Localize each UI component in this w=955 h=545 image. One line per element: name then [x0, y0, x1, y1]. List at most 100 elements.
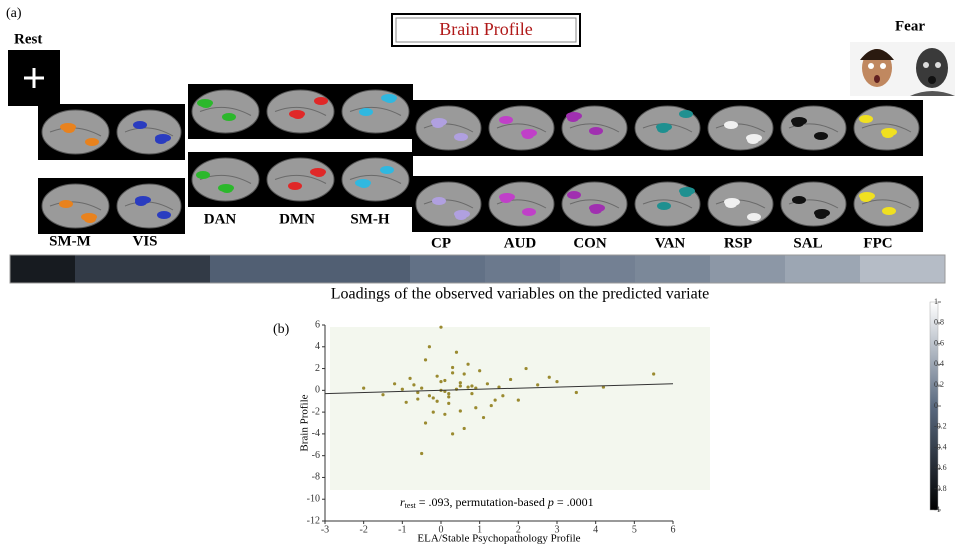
brain-region [589, 204, 605, 212]
point [466, 385, 469, 388]
annotation: rtest = .093, permutation-based p = .000… [400, 495, 594, 510]
brain-region [881, 128, 897, 136]
brain-region [567, 191, 581, 199]
point [463, 427, 466, 430]
fear-faces [850, 42, 955, 96]
colorbar-tick-label: -1 [934, 505, 941, 514]
point [362, 387, 365, 390]
point [524, 367, 527, 370]
colorbar-tick-label: 1 [934, 297, 938, 306]
point [432, 396, 435, 399]
point [381, 393, 384, 396]
colorbar-tick-label: -0.8 [934, 484, 947, 493]
loading-segment [635, 255, 710, 283]
network-label: CP [431, 235, 451, 251]
loading-segment [785, 255, 860, 283]
brain [267, 90, 334, 133]
colorbar-tick-label: 0.2 [934, 380, 944, 389]
point [555, 380, 558, 383]
x-tick-label: -2 [359, 524, 367, 535]
brain-region [859, 115, 873, 123]
brain-surface [781, 182, 846, 226]
brain-surface [42, 184, 109, 228]
fear-label: Fear [895, 18, 925, 34]
brain [416, 182, 481, 226]
point [490, 404, 493, 407]
point [463, 372, 466, 375]
loading-segment [710, 255, 785, 283]
network-label: VAN [655, 235, 686, 251]
point [451, 366, 454, 369]
brain-region [454, 133, 468, 141]
brain-surface [342, 158, 409, 201]
brain-region [155, 134, 171, 142]
loading-segment [860, 255, 945, 283]
brain-region [157, 211, 171, 219]
brain-surface [781, 106, 846, 150]
brain-region [814, 209, 830, 217]
x-tick-label: 6 [671, 524, 676, 535]
point [466, 363, 469, 366]
loading-segment [10, 255, 75, 283]
brain [192, 90, 259, 133]
brain [781, 106, 846, 150]
brain [708, 182, 773, 226]
brain [635, 106, 700, 150]
brain-region [746, 134, 762, 142]
point [424, 358, 427, 361]
brain-region [218, 184, 234, 192]
brain-region [499, 193, 515, 201]
panel-label: (a) [6, 6, 22, 21]
brain-surface [562, 182, 627, 226]
y-tick-label: -8 [312, 472, 320, 483]
point [393, 382, 396, 385]
point [405, 401, 408, 404]
network-label: AUD [504, 235, 537, 251]
point [447, 392, 450, 395]
brain-surface [117, 184, 181, 228]
colorbar-tick-label: 0.6 [934, 338, 944, 347]
brain-region [724, 121, 738, 129]
x-axis-label: ELA/Stable Psychopathology Profile [417, 533, 580, 545]
network-label: SM-M [49, 233, 91, 249]
y-tick-label: 0 [315, 385, 320, 396]
brain-region [499, 116, 513, 124]
point [470, 392, 473, 395]
point [436, 375, 439, 378]
brain [854, 106, 919, 150]
loadings-caption: Loadings of the observed variables on th… [331, 286, 710, 303]
network-label: CON [573, 235, 607, 251]
point [501, 394, 504, 397]
point [439, 380, 442, 383]
brain [562, 182, 627, 226]
colorbar-tick-label: -0.4 [934, 442, 947, 451]
point [439, 326, 442, 329]
colorbar-tick-label: 0 [934, 401, 938, 410]
brain-region [196, 171, 210, 179]
brain [192, 158, 259, 201]
brain-region [197, 99, 213, 107]
brain-region [656, 123, 672, 131]
point [509, 378, 512, 381]
y-tick-label: 2 [315, 363, 320, 374]
y-axis-label: Brain Profile [299, 394, 311, 451]
x-tick-label: -3 [321, 524, 329, 535]
x-tick-label: 5 [632, 524, 637, 535]
brain-surface [192, 158, 259, 201]
figure: (a) Brain Profile Rest Fear Loadings of … [0, 0, 955, 545]
brain [635, 182, 700, 226]
point [548, 376, 551, 379]
brain-region [431, 118, 447, 126]
brain-surface [489, 106, 554, 150]
brain-region [521, 129, 537, 137]
brain-region [381, 94, 397, 102]
point [459, 384, 462, 387]
brain-region [814, 132, 828, 140]
brain-region [747, 213, 761, 221]
brain-region [314, 97, 328, 105]
brain-region [289, 110, 305, 118]
brain-region [135, 196, 151, 204]
point [517, 399, 520, 402]
point [652, 372, 655, 375]
brain-surface [416, 106, 481, 150]
